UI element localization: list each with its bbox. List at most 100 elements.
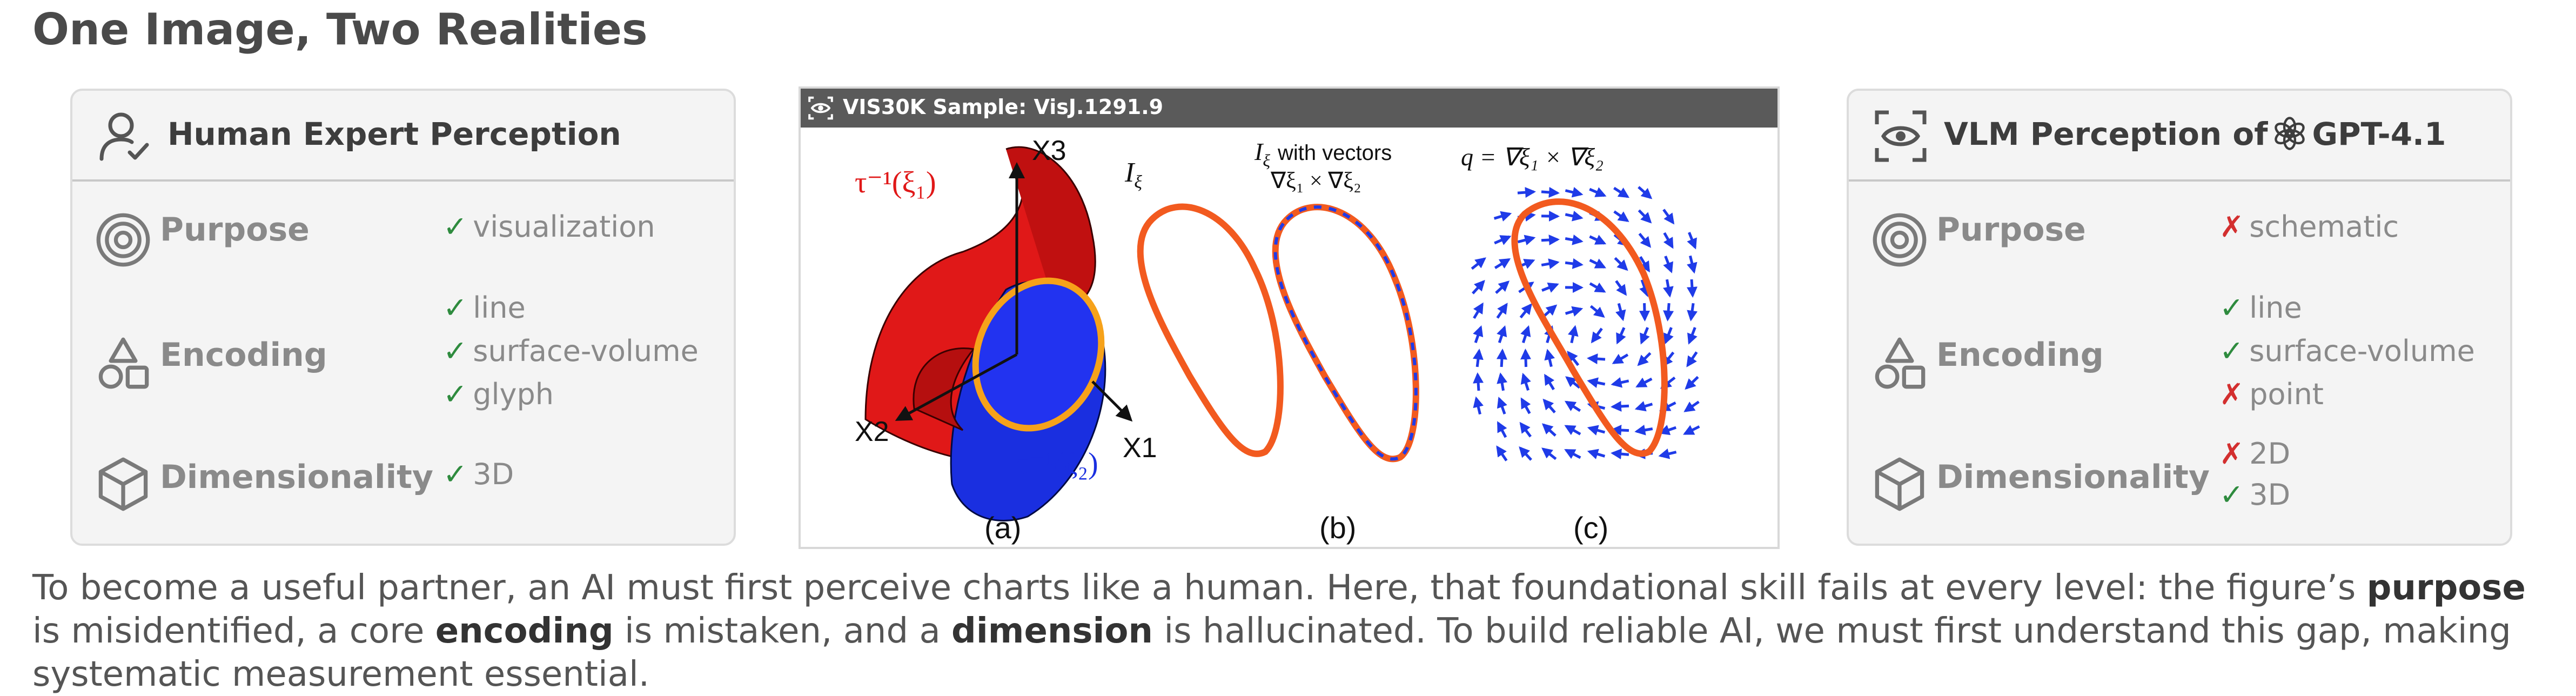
vector-arrow xyxy=(1589,237,1604,244)
vector-arrow xyxy=(1566,426,1580,434)
vector-arrow xyxy=(1478,374,1479,391)
purpose-value: ✓visualization xyxy=(443,210,655,244)
vector-arrow xyxy=(1691,303,1693,319)
user-check-icon xyxy=(97,109,151,163)
figure-header-bar: VIS30K Sample: VisJ.1291.9 xyxy=(801,89,1777,128)
encoding-value-glyph: ✓glyph xyxy=(443,377,554,411)
vector-arrow xyxy=(1639,187,1651,198)
vector-arrow xyxy=(1566,309,1581,314)
vector-arrow xyxy=(1614,211,1628,220)
encoding-value-line: ✓line xyxy=(2219,291,2302,325)
vector-arrow xyxy=(1639,210,1651,222)
vector-arrow xyxy=(1689,327,1695,343)
purpose-label: Purpose xyxy=(1936,211,2086,249)
caption: To become a useful partner, an AI must f… xyxy=(32,566,2550,696)
vector-arrow xyxy=(1495,259,1509,268)
curve-c xyxy=(1514,202,1664,453)
curve-i-xi xyxy=(1141,207,1280,454)
dimensionality-label: Dimensionality xyxy=(1936,458,2210,496)
surface-label-xi2: τ⁻¹(ξ₂) xyxy=(1017,447,1098,480)
vector-arrow xyxy=(1589,452,1605,457)
vector-arrow xyxy=(1523,375,1528,391)
b-title-2-line2: ∇ξ₁ × ∇ξ₂ xyxy=(1270,169,1361,193)
vector-arrow xyxy=(1589,381,1605,384)
panel-header: Human Expert Perception xyxy=(72,91,734,182)
vector-arrow xyxy=(1541,192,1558,193)
panel-label-a: (a) xyxy=(984,511,1021,545)
vector-arrow xyxy=(1565,263,1581,265)
curve-i-xi-with-vectors xyxy=(1276,207,1416,459)
dimensionality-value: ✓3D xyxy=(443,457,514,491)
panel-label-c: (c) xyxy=(1573,511,1608,545)
vector-arrow xyxy=(1543,449,1556,459)
vector-arrow xyxy=(1613,453,1629,455)
vector-arrow xyxy=(1685,426,1700,433)
shapes-icon xyxy=(95,335,151,391)
vector-arrow xyxy=(1663,210,1673,223)
surface-label-xi1: τ⁻¹(ξ₁) xyxy=(855,166,936,199)
vector-arrow xyxy=(1667,279,1669,296)
vector-arrow xyxy=(1636,429,1653,432)
page-title: One Image, Two Realities xyxy=(32,4,648,55)
vector-arrow xyxy=(1544,306,1555,317)
eye-icon xyxy=(807,95,834,121)
vector-arrow xyxy=(1692,279,1693,296)
cube-icon xyxy=(1871,456,1928,512)
vector-arrow xyxy=(1499,327,1505,343)
vector-arrow xyxy=(1592,329,1602,342)
vector-arrow xyxy=(1518,238,1534,242)
vector-arrow xyxy=(1477,398,1480,414)
vector-arrow xyxy=(1501,351,1502,367)
vector-arrow xyxy=(1591,306,1603,317)
vector-arrow xyxy=(1690,256,1694,271)
vector-arrow xyxy=(1565,238,1581,241)
vector-arrow xyxy=(1686,402,1699,411)
vector-arrow xyxy=(1475,327,1481,343)
vector-arrow xyxy=(1640,233,1650,246)
vector-arrow xyxy=(1541,239,1558,240)
vector-arrow xyxy=(1589,189,1605,196)
vector-arrow xyxy=(1660,452,1676,456)
purpose-value: ✗schematic xyxy=(2219,210,2399,244)
curve-vectors-overlay xyxy=(1276,207,1416,459)
vector-arrow xyxy=(1616,281,1625,294)
vector-arrow xyxy=(1639,353,1650,364)
figure-header-text: VIS30K Sample: VisJ.1291.9 xyxy=(843,95,1163,119)
openai-logo-icon xyxy=(2273,117,2306,150)
vector-arrow xyxy=(1666,256,1672,271)
vector-arrow xyxy=(1523,327,1528,343)
encoding-value-surface-volume: ✓surface-volume xyxy=(443,334,699,368)
vector-arrow xyxy=(1518,192,1534,193)
axis-label-x1: X1 xyxy=(1123,432,1157,464)
dimensionality-value-3d: ✓3D xyxy=(2219,478,2290,512)
vector-arrow xyxy=(1566,402,1580,411)
vector-arrow xyxy=(1521,424,1531,437)
vector-arrow xyxy=(1619,304,1623,319)
vector-arrow xyxy=(1689,232,1695,247)
vector-arrow xyxy=(1498,447,1507,461)
vector-arrow xyxy=(1613,406,1629,407)
vector-arrow xyxy=(1494,214,1510,219)
vector-arrow xyxy=(1615,258,1626,270)
encoding-value-line: ✓line xyxy=(443,291,526,325)
sample-figure: VIS30K Sample: VisJ.1291.9 X3 X2 X1 τ⁻¹(… xyxy=(799,86,1780,549)
vector-arrow xyxy=(1566,450,1581,458)
vector-arrow xyxy=(1668,303,1669,319)
vector-arrow xyxy=(1548,351,1552,366)
vector-arrow xyxy=(1618,327,1624,342)
vector-arrow xyxy=(1498,305,1507,318)
vector-arrow xyxy=(1522,399,1530,413)
vector-arrow xyxy=(1589,358,1605,359)
vector-arrow xyxy=(1614,354,1628,363)
vector-arrow xyxy=(1666,327,1672,343)
vector-arrow xyxy=(1541,262,1558,265)
vector-arrow xyxy=(1477,351,1479,367)
vector-arrow xyxy=(1614,188,1627,197)
vector-arrow xyxy=(1544,400,1555,413)
vector-arrow xyxy=(1520,448,1531,460)
vector-arrow xyxy=(1472,259,1485,269)
